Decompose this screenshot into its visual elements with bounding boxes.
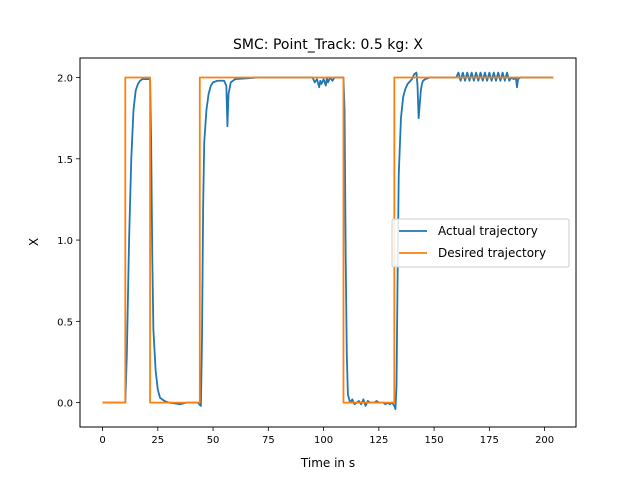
chart-title: SMC: Point_Track: 0.5 kg: X — [233, 37, 423, 53]
y-tick-label: 0.0 — [57, 399, 73, 410]
legend: Actual trajectory Desired trajectory — [391, 218, 570, 268]
series-line-desired — [102, 76, 554, 404]
axes-frame — [79, 57, 577, 428]
legend-label-desired: Desired trajectory — [438, 246, 546, 260]
x-tick-label: 175 — [480, 435, 499, 446]
y-tick-label: 1.5 — [57, 155, 73, 166]
x-tick-label: 25 — [151, 435, 164, 446]
legend-box — [391, 218, 570, 268]
y-tick-label: 1.0 — [57, 236, 73, 247]
legend-label-actual: Actual trajectory — [438, 224, 538, 238]
x-tick-label: 100 — [314, 435, 333, 446]
x-tick-label: 125 — [369, 435, 388, 446]
y-tick-label: 2.0 — [57, 74, 73, 85]
x-axis-label: Time in s — [300, 456, 355, 470]
x-tick-label: 75 — [262, 435, 275, 446]
y-tick-label: 0.5 — [57, 317, 73, 328]
y-axis-label: X — [27, 238, 41, 246]
x-tick-label: 0 — [99, 435, 105, 446]
x-tick-label: 50 — [207, 435, 220, 446]
plot-lines — [102, 71, 554, 411]
x-tick-label: 200 — [535, 435, 554, 446]
x-tick-label: 150 — [425, 435, 444, 446]
y-axis-ticks: 0.0 0.5 1.0 1.5 2.0 — [57, 74, 80, 410]
x-axis-ticks: 0 25 50 75 100 125 150 175 200 — [99, 427, 554, 446]
